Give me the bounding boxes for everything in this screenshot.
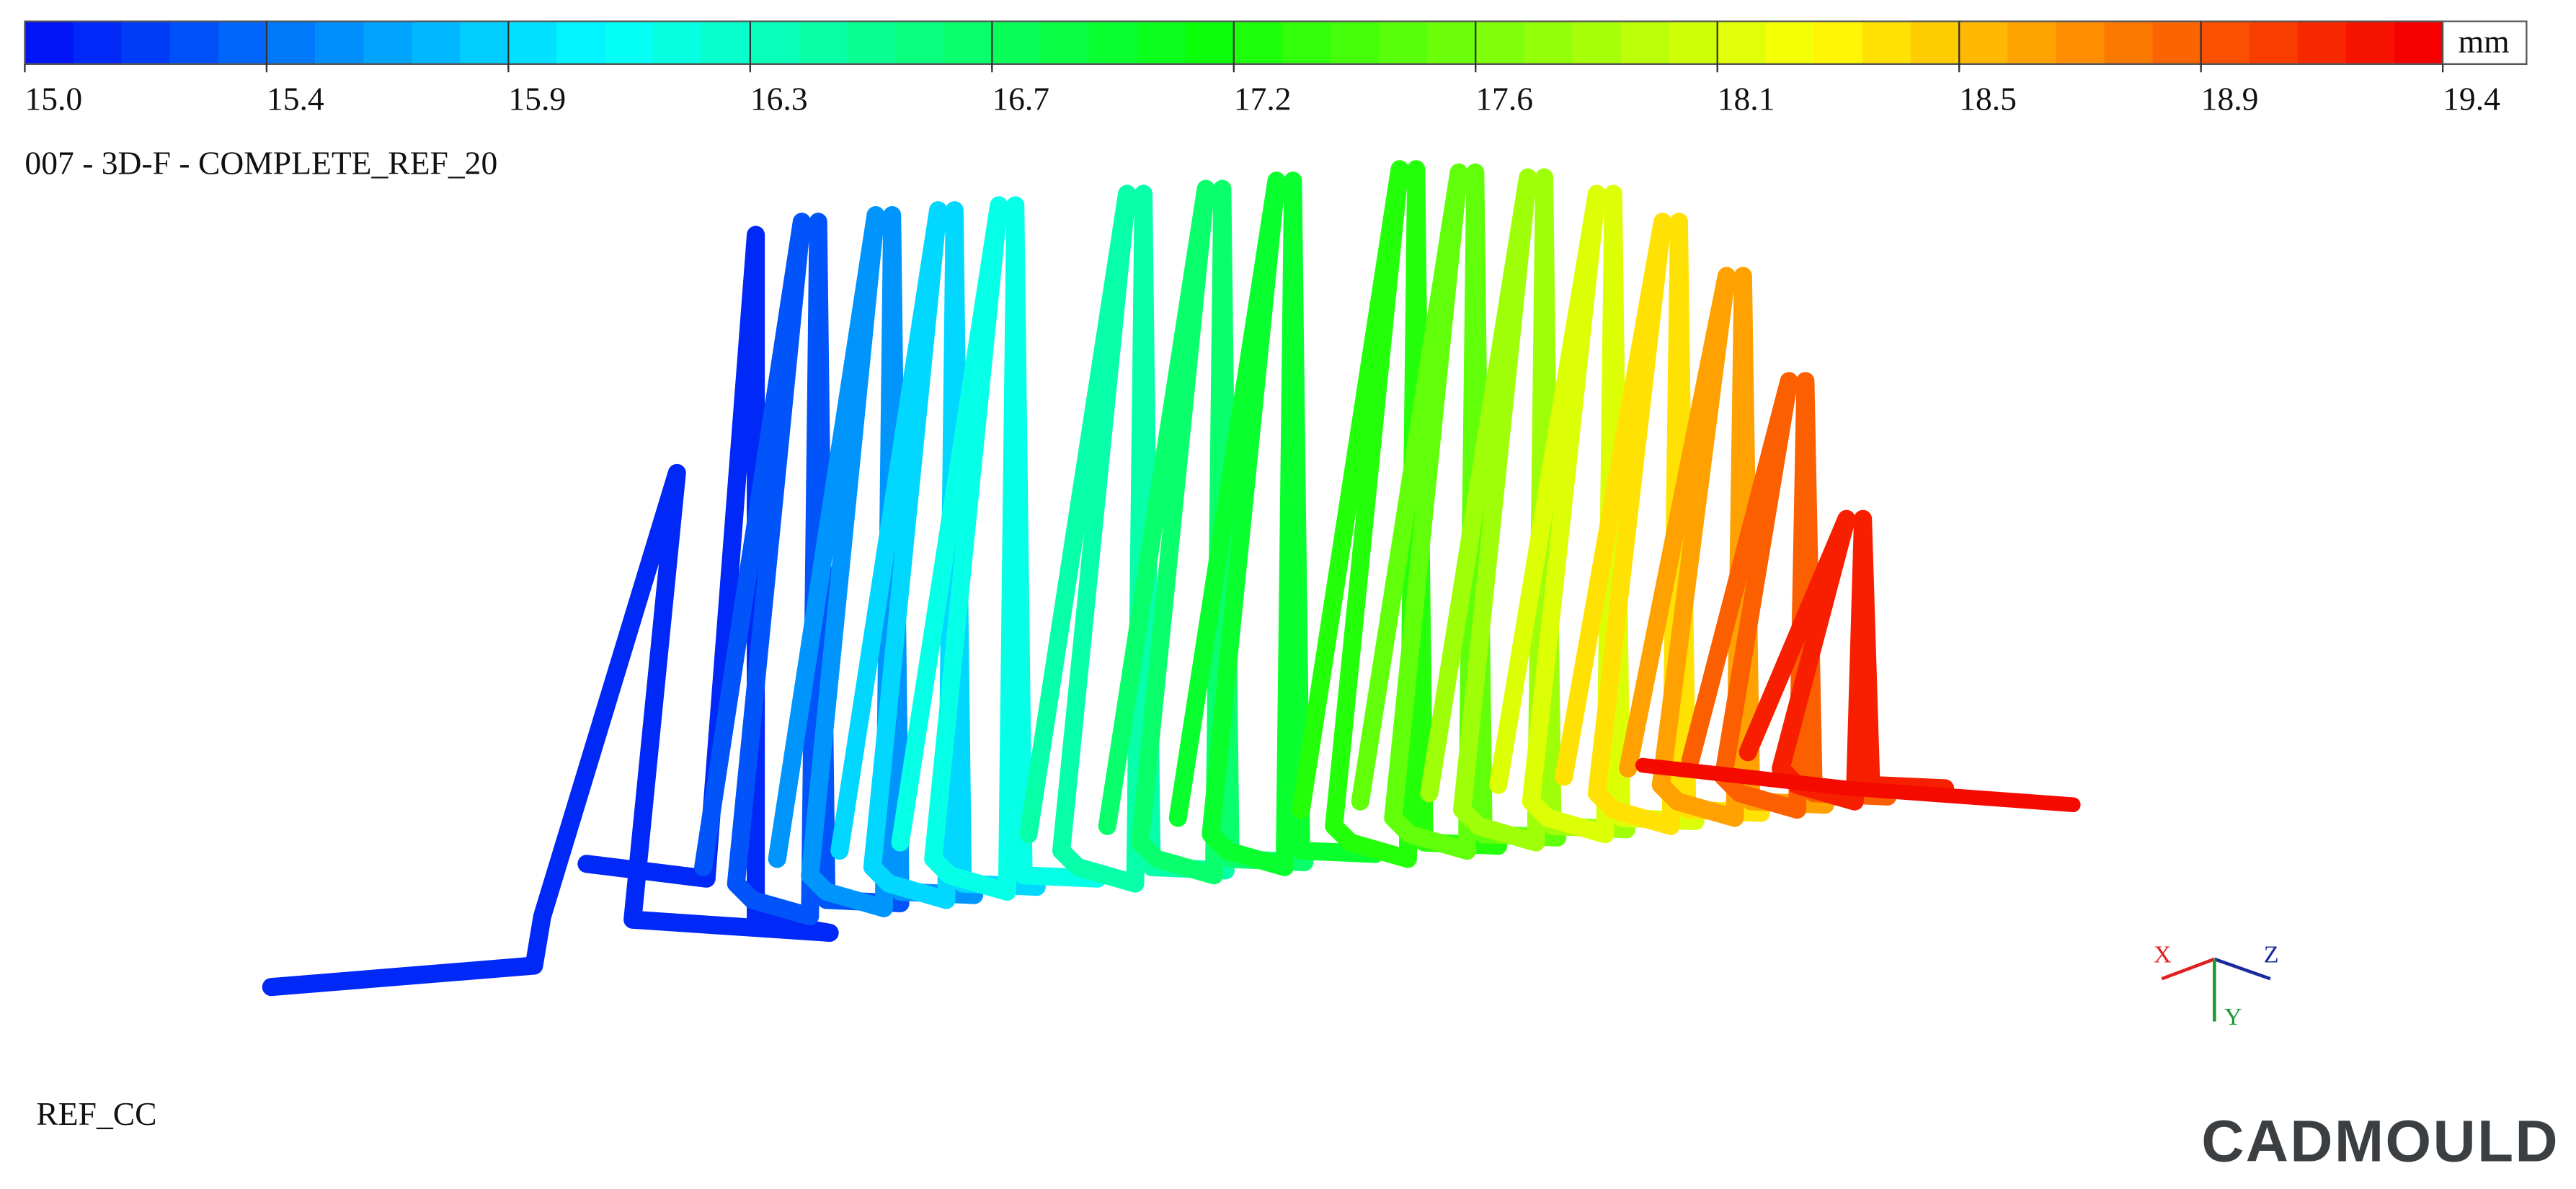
scale-step [1813,21,1864,64]
scale-step [798,21,848,64]
scale-step [1911,21,1960,64]
cooling-pipe [1489,184,1705,844]
scale-step [218,21,268,64]
scale-step [1282,21,1332,64]
cooling-pipe [1681,372,1897,819]
color-scale [24,20,2444,66]
model-title: 007 - 3D-F - COMPLETE_REF_20 [25,145,497,182]
scale-step [2249,21,2299,64]
scale-step [2152,21,2202,64]
cooling-pipe [262,226,839,997]
scale-step [943,21,993,64]
scale-step [363,21,413,64]
model [262,160,2081,997]
cooling-pipe [1292,160,1508,868]
cooling-pipe [891,196,1107,901]
scale-step [2056,21,2105,64]
scale-step [508,21,558,64]
scale-step [1088,21,1138,64]
scale-step [1475,21,1525,64]
scale-step [750,21,800,64]
x-axis-arrow [2161,957,2216,981]
scale-step [412,21,461,64]
y-axis-label: Y [2224,1004,2242,1030]
scale-tick-label: 16.7 [992,81,1049,117]
scale-step [2200,21,2250,64]
z-axis-arrow [2213,957,2271,981]
scale-step [1717,21,1767,64]
cooling-pipe [1738,509,1955,811]
scale-tick-label: 17.2 [1234,81,1292,117]
scale-tick-label: 17.6 [1475,81,1533,117]
scale-step [121,21,171,64]
unit-box [2442,20,2528,66]
scale-tick-label: 18.5 [1959,81,2017,117]
scale-step [315,21,365,64]
scale-step [2345,21,2396,64]
scale-step [1185,21,1235,64]
scale-step [1137,21,1186,64]
unit-label: mm [2459,23,2510,60]
z-axis-label: Z [2264,941,2279,968]
cooling-pipe [768,206,984,917]
scale-step [605,21,654,64]
cooling-pipe [1168,172,1385,876]
scale-step [847,21,897,64]
scale-step [2394,21,2444,64]
scale-step [653,21,703,64]
scale-tick-label: 16.3 [750,81,808,117]
scale-step [1524,21,1573,64]
cooling-pipe [1098,179,1314,885]
scale-step [1862,21,1912,64]
scale-step [2297,21,2348,64]
scale-step [1765,21,1816,64]
scale-tick-label: 18.1 [1718,81,1775,117]
cooling-pipe [1351,163,1567,860]
scale-step [1427,21,1477,64]
scale-step [1233,21,1284,64]
scale-tick-label: 15.9 [508,81,566,117]
scale-tick-label: 15.4 [267,81,324,117]
scale-step [73,21,123,64]
scale-ticks: 15.0 15.4 15.9 16.3 16.7 17.2 17.6 18.1 18.5 18.9… [24,21,2500,117]
cooling-pipe [1635,757,2081,812]
scale-step [895,21,945,64]
scale-step [1330,21,1380,64]
model-name: REF_CC [36,1095,156,1132]
scale-step [2104,21,2154,64]
cooling-pipe [830,201,1046,909]
scale-step [701,21,751,64]
scale-tick-label: 19.4 [2443,81,2500,117]
scale-step [1040,21,1090,64]
scale-step [1620,21,1670,64]
scale-tick-label: 18.9 [2201,81,2259,117]
brand-logo: CADMOULD [2201,1108,2559,1174]
axis-triad: X Z Y [2154,941,2279,1030]
scale-step [1572,21,1622,64]
scale-step [460,21,510,64]
scale-step [992,21,1041,64]
scale-step [266,21,316,64]
cooling-pipe [1420,168,1636,852]
scale-step [2007,21,2057,64]
scale-step [1379,21,1429,64]
scale-step [169,21,219,64]
scale-step [556,21,606,64]
x-axis-label: X [2154,941,2172,968]
scale-step [1669,21,1718,64]
cooling-pipe [1555,213,1770,835]
scale-step [1959,21,2009,64]
cooling-pipe [1619,267,1834,827]
scale-step [25,21,74,64]
scale-tick-label: 15.0 [25,81,82,117]
